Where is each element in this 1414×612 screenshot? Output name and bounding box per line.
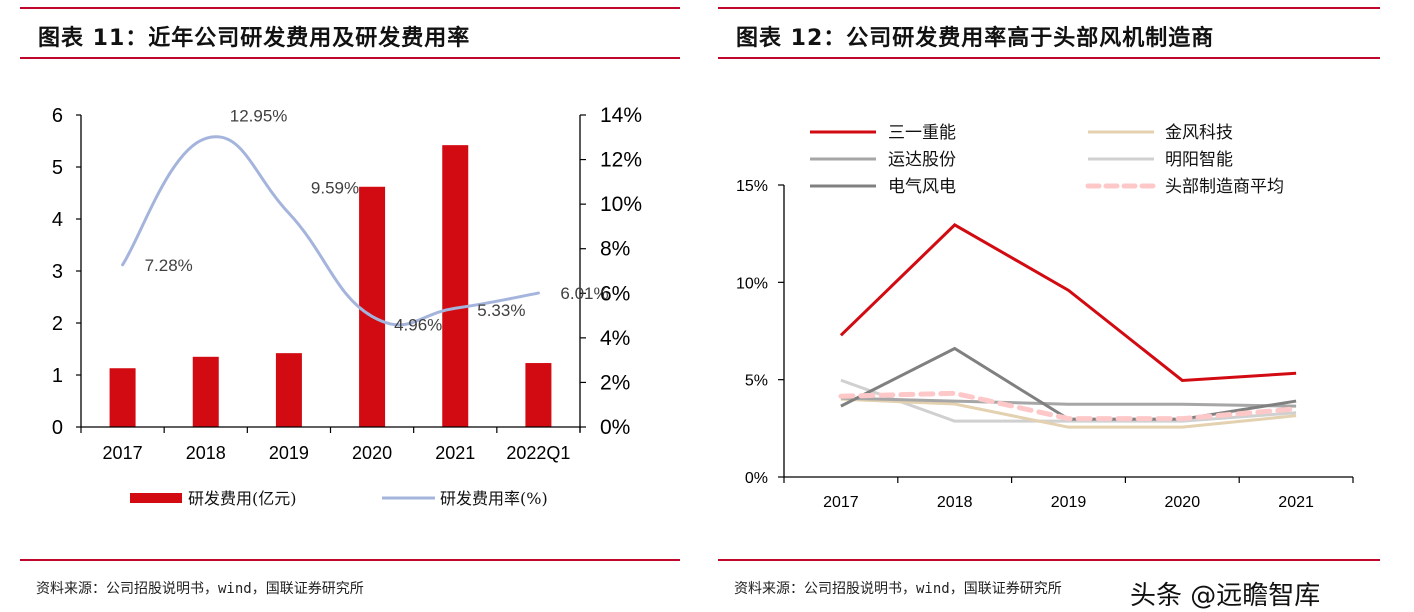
y-tick-label: 1 xyxy=(52,365,63,387)
y2-tick-label: 8% xyxy=(600,238,630,261)
y2-tick-label: 6% xyxy=(600,282,630,305)
x-tick-label: 2019 xyxy=(1051,494,1087,511)
y-tick-label: 6 xyxy=(52,105,63,127)
right-title-bottom-rule xyxy=(718,57,1380,59)
watermark: 头条 @远瞻智库 xyxy=(1130,581,1321,611)
legend-label-bar: 研发费用(亿元) xyxy=(188,489,297,508)
x-tick-label: 2022Q1 xyxy=(506,443,570,463)
x-tick-label: 2017 xyxy=(103,443,143,463)
left-title-top-rule xyxy=(20,7,680,9)
rate-line xyxy=(121,135,540,327)
rate-data-label: 6.01% xyxy=(560,284,608,303)
x-tick-label: 2018 xyxy=(937,494,973,511)
series-line-1 xyxy=(840,397,1297,429)
rate-data-label: 5.33% xyxy=(477,301,525,320)
right-chart: 0% 5% 10% 15% 2017 2018 2019 2020 2021 三一重能 金风科技运达… xyxy=(736,123,1354,511)
legend-label-3: 明阳智能 xyxy=(1165,150,1233,170)
series-line-2 xyxy=(840,396,1297,408)
y2-tick-label: 4% xyxy=(600,327,630,350)
x-tick-label: 2019 xyxy=(269,443,309,463)
x-tick-label: 2018 xyxy=(186,443,226,463)
legend-label-5: 头部制造商平均 xyxy=(1165,177,1284,197)
y-tick-label: 3 xyxy=(52,261,63,283)
right-title-top-rule xyxy=(718,7,1380,9)
right-source-note: 资料来源：公司招股说明书，wind，国联证券研究所 xyxy=(734,581,1062,597)
legend-label-4: 电气风电 xyxy=(888,177,956,197)
legend-label-line: 研发费用率(%) xyxy=(440,489,548,508)
y2-tick-label: 12% xyxy=(600,149,642,172)
series-line-4 xyxy=(840,346,1297,421)
y-tick-label: 15% xyxy=(736,178,768,195)
rate-data-label: 9.59% xyxy=(311,178,359,197)
rate-data-label: 4.96% xyxy=(394,315,442,334)
x-tick-label: 2021 xyxy=(1278,494,1314,511)
y2-tick-label: 0% xyxy=(600,416,630,439)
rate-data-label: 12.95% xyxy=(230,106,288,125)
series-line-3 xyxy=(840,378,1297,423)
y-tick-label: 2 xyxy=(52,313,63,335)
left-figure-title: 图表 11：近年公司研发费用及研发费用率 xyxy=(38,26,471,51)
left-source-rule xyxy=(20,559,680,561)
legend-label-0: 三一重能 xyxy=(888,123,956,143)
right-figure-title: 图表 12：公司研发费用率高于头部风机制造商 xyxy=(736,26,1215,51)
legend-swatch-bar xyxy=(130,493,182,503)
left-title-bottom-rule xyxy=(20,57,680,59)
bar-2020 xyxy=(359,186,386,427)
legend-label-1: 金风科技 xyxy=(1165,123,1233,143)
rate-data-label: 7.28% xyxy=(145,256,193,275)
right-source-rule xyxy=(718,559,1380,561)
y-tick-label: 0 xyxy=(52,417,63,439)
legend-label-2: 运达股份 xyxy=(888,150,956,170)
y2-tick-label: 2% xyxy=(600,371,630,394)
y-tick-label: 4 xyxy=(52,209,63,231)
y-tick-label: 5 xyxy=(52,157,63,179)
bar-2022Q1 xyxy=(525,363,552,427)
left-source-note: 资料来源：公司招股说明书，wind，国联证券研究所 xyxy=(36,581,364,597)
y-tick-label: 0% xyxy=(745,470,768,487)
x-tick-label: 2020 xyxy=(1165,494,1201,511)
left-chart: 0 1 2 3 4 5 6 0% 2% 4% 6% 8% 10% 12% 14% 2017 2018 2019 20… xyxy=(52,104,642,508)
y-tick-label: 10% xyxy=(736,275,768,292)
bar-2017 xyxy=(109,368,136,427)
bar-2018 xyxy=(192,356,219,427)
y-tick-label: 5% xyxy=(745,373,768,390)
bar-2019 xyxy=(275,353,302,427)
x-tick-label: 2021 xyxy=(435,443,475,463)
series-line-0 xyxy=(839,223,1297,382)
x-tick-label: 2017 xyxy=(823,494,859,511)
y2-tick-label: 10% xyxy=(600,193,642,216)
series-line-5 xyxy=(838,390,1299,422)
y2-tick-label: 14% xyxy=(600,104,642,127)
x-tick-label: 2020 xyxy=(352,443,392,463)
bar-2021 xyxy=(442,145,469,427)
